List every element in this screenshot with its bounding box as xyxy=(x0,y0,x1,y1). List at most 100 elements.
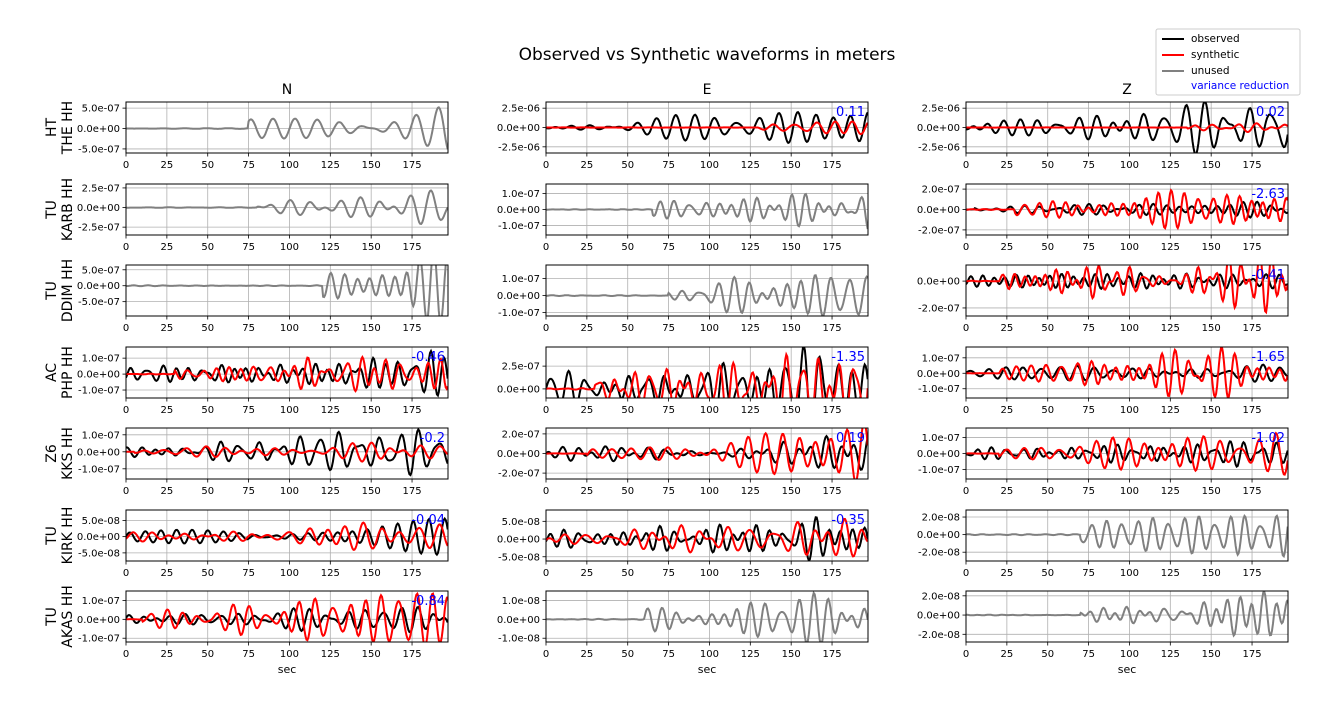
x-tick-label: 25 xyxy=(1000,323,1013,334)
x-tick-label: 175 xyxy=(402,242,421,253)
panel-frame xyxy=(545,346,869,399)
row-station: KARB HH xyxy=(60,178,76,241)
x-tick-label: 75 xyxy=(1082,242,1095,253)
synthetic-trace xyxy=(126,441,448,463)
panel-2-2: 0.0e+00 -2.0e-070 25 50 75 100 125 150 175 -0.41 xyxy=(917,264,1289,334)
panel-1-2: 2.0e-07 0.0e+00 -2.0e-070 25 50 75 100 125 150 17… xyxy=(917,183,1289,253)
observed-trace xyxy=(546,110,868,145)
x-tick-label: 50 xyxy=(1041,486,1054,497)
x-tick-label: 75 xyxy=(1082,568,1095,579)
x-tick-label: 150 xyxy=(782,405,801,416)
x-tick-label: 50 xyxy=(1041,242,1054,253)
x-tick-label: 150 xyxy=(1202,486,1221,497)
unused-trace xyxy=(126,106,448,150)
panel-frame xyxy=(125,183,449,236)
y-tick-label: 1.0e-07 xyxy=(82,430,120,441)
x-tick-label: 0 xyxy=(123,160,129,171)
x-tick-label: 25 xyxy=(580,405,593,416)
panel-frame xyxy=(965,346,1289,399)
y-tick-label: 0.0e+00 xyxy=(917,530,960,541)
x-tick-label: 25 xyxy=(580,568,593,579)
panel-frame xyxy=(125,101,449,154)
unused-trace xyxy=(546,591,868,642)
x-tick-label: 0 xyxy=(543,649,549,660)
x-tick-label: 175 xyxy=(402,160,421,171)
x-tick-label: 125 xyxy=(741,160,760,171)
y-tick-label: -2.5e-06 xyxy=(918,142,960,153)
row-station: AKAS HH xyxy=(60,585,76,647)
unused-trace xyxy=(966,591,1288,638)
x-tick-label: 175 xyxy=(1242,160,1261,171)
variance-reduction-label: 0.19 xyxy=(836,431,865,446)
panel-4-0: 1.0e-07 0.0e+00 -1.0e-070 25 50 75 100 125 150 17… xyxy=(77,427,449,497)
y-tick-label: 0.0e+00 xyxy=(497,205,540,216)
x-tick-label: 50 xyxy=(1041,649,1054,660)
x-tick-label: 125 xyxy=(321,242,340,253)
y-tick-label: 0.0e+00 xyxy=(77,447,120,458)
x-axis-label: sec xyxy=(278,663,297,676)
x-tick-label: 100 xyxy=(700,242,719,253)
panel-frame xyxy=(125,264,449,317)
y-tick-label: -1.0e-07 xyxy=(498,221,540,232)
y-tick-label: 0.0e+00 xyxy=(77,203,120,214)
y-tick-label: -5.0e-08 xyxy=(78,548,120,559)
y-tick-label: -2.0e-08 xyxy=(918,548,960,559)
x-tick-label: 100 xyxy=(1120,405,1139,416)
x-tick-label: 150 xyxy=(362,160,381,171)
synthetic-trace xyxy=(966,265,1288,315)
y-tick-label: -5.0e-07 xyxy=(78,144,120,155)
x-tick-label: 175 xyxy=(1242,649,1261,660)
panel-5-1: 5.0e-08 0.0e+00 -5.0e-080 25 50 75 100 125 150 17… xyxy=(497,509,869,579)
x-tick-label: 75 xyxy=(1082,160,1095,171)
x-tick-label: 0 xyxy=(963,160,969,171)
x-tick-label: 25 xyxy=(160,160,173,171)
x-tick-label: 50 xyxy=(621,649,634,660)
y-tick-label: 0.0e+00 xyxy=(77,532,120,543)
x-tick-label: 0 xyxy=(123,405,129,416)
x-tick-label: 175 xyxy=(1242,568,1261,579)
x-tick-label: 0 xyxy=(543,405,549,416)
x-tick-label: 125 xyxy=(1161,486,1180,497)
observed-trace xyxy=(546,347,868,398)
x-tick-label: 25 xyxy=(580,486,593,497)
x-tick-label: 150 xyxy=(1202,649,1221,660)
x-tick-label: 50 xyxy=(201,405,214,416)
variance-reduction-label: -0.35 xyxy=(831,513,865,528)
x-tick-label: 175 xyxy=(822,568,841,579)
x-tick-label: 125 xyxy=(321,160,340,171)
x-tick-label: 100 xyxy=(1120,649,1139,660)
synthetic-trace xyxy=(966,347,1288,398)
variance-reduction-label: -2.63 xyxy=(1251,187,1285,202)
x-tick-label: 150 xyxy=(1202,160,1221,171)
synthetic-trace xyxy=(546,351,868,398)
x-tick-label: 25 xyxy=(160,242,173,253)
x-tick-label: 0 xyxy=(963,568,969,579)
panel-frame xyxy=(545,590,869,643)
x-tick-label: 75 xyxy=(1082,486,1095,497)
y-tick-label: -1.0e-07 xyxy=(78,386,120,397)
x-axis-label: sec xyxy=(1118,663,1137,676)
x-tick-label: 25 xyxy=(580,242,593,253)
panel-0-0: N 5.0e-07 0.0e+00 -5.0e-070 25 50 75 100 125 150 1… xyxy=(77,82,449,171)
synthetic-trace xyxy=(546,428,868,479)
row-station: THE HH xyxy=(60,101,76,155)
synthetic-trace xyxy=(126,355,448,393)
observed-trace xyxy=(546,516,868,561)
x-tick-label: 100 xyxy=(700,323,719,334)
y-tick-label: 0.0e+00 xyxy=(77,370,120,381)
variance-reduction-label: -1.65 xyxy=(1251,350,1285,365)
column-title-N: N xyxy=(282,82,292,98)
x-tick-label: 75 xyxy=(662,486,675,497)
x-tick-label: 100 xyxy=(700,160,719,171)
x-tick-label: 150 xyxy=(362,242,381,253)
x-tick-label: 125 xyxy=(741,323,760,334)
y-tick-label: 1.0e-07 xyxy=(82,596,120,607)
x-tick-label: 75 xyxy=(242,486,255,497)
x-tick-label: 125 xyxy=(741,486,760,497)
observed-trace xyxy=(126,605,448,634)
x-tick-label: 75 xyxy=(662,323,675,334)
y-tick-label: 5.0e-07 xyxy=(82,265,120,276)
x-tick-label: 150 xyxy=(782,242,801,253)
x-tick-label: 0 xyxy=(963,242,969,253)
synthetic-trace xyxy=(126,591,448,642)
